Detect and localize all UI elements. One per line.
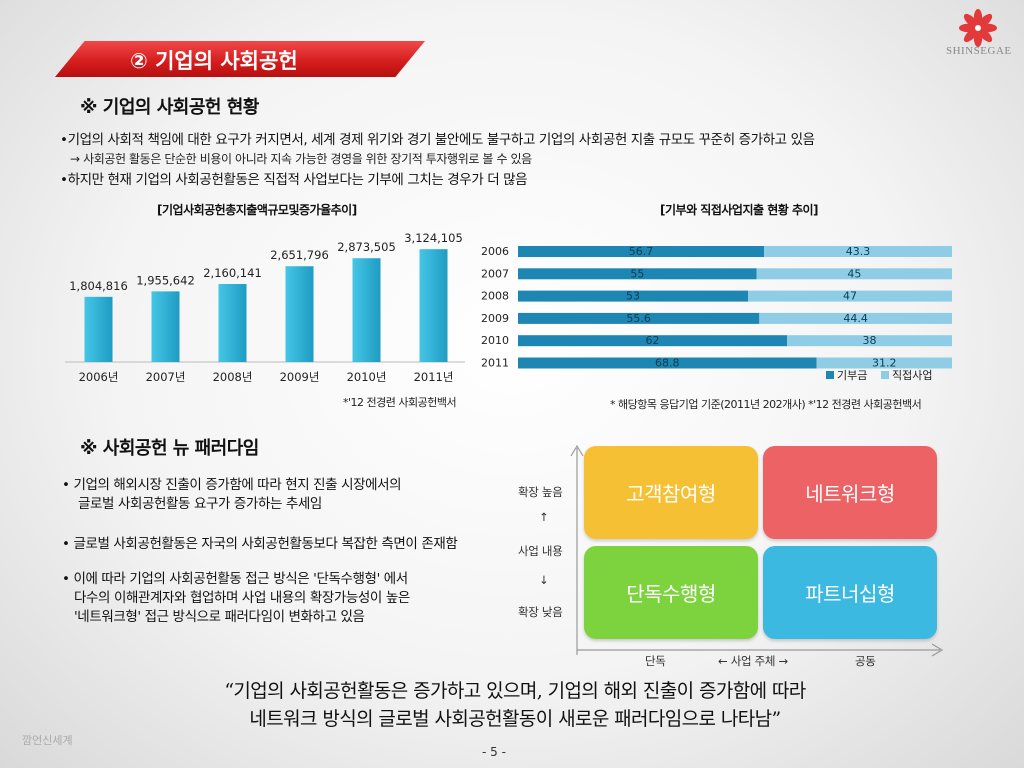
bullet-line: • 기업의 해외시장 진출이 증가함에 따라 현지 진출 시장에서의 <box>62 477 402 493</box>
bar-2010년 <box>352 258 381 362</box>
y-axis-title: 사업 내용 <box>518 544 563 558</box>
bar-value-label: 1,804,816 <box>69 279 128 293</box>
chart2-title: [기부와 직접사업지출 현황 추이] <box>660 203 819 217</box>
bar-segment-기부금 <box>518 357 817 369</box>
bar-segment-직접사업 <box>787 335 952 347</box>
category-label: 2006년 <box>79 370 119 384</box>
section1-bullet-1: •기업의 사회적 책임에 대한 요구가 커지면서, 세계 경제 위기와 경기 불… <box>60 132 815 148</box>
segment-value-label: 44.4 <box>843 312 868 325</box>
segment-value-label: 45 <box>847 267 861 280</box>
category-label: 2006 <box>481 245 509 258</box>
bar-value-label: 2,160,141 <box>203 266 262 280</box>
x-axis-left-label: 단독 <box>645 654 666 668</box>
bullet-line: 다수의 이해관계자와 협업하며 사업 내용의 확장가능성이 높은 <box>74 590 410 606</box>
title-banner <box>55 41 425 77</box>
spending-bar-chart: 1,804,816 2006년 1,955,642 2007년 2,160,141 200… <box>65 231 465 384</box>
bar-2007년 <box>151 291 180 362</box>
logo-text: SHINSEGAE <box>946 45 1012 57</box>
segment-value-label: 68.8 <box>655 357 680 370</box>
legend-swatch <box>881 371 889 379</box>
quote-line-1: “기업의 사회공헌활동은 증가하고 있으며, 기업의 해외 진출이 증가함에 따… <box>224 680 806 702</box>
bar-segment-직접사업 <box>748 290 952 302</box>
segment-value-label: 62 <box>646 334 660 347</box>
bullet-line: • 이에 따라 기업의 사회공헌활동 접근 방식은 '단독수행형' 에서 <box>62 571 408 587</box>
category-label: 2010 <box>481 334 509 347</box>
bar-2011년 <box>419 249 448 362</box>
quote-line-2: 네트워크 방식의 글로벌 사회공헌활동이 새로운 패러다임으로 나타남” <box>249 708 781 730</box>
y-axis-low-label: 확장 낮음 <box>518 605 563 619</box>
quadrant-network: 네트워크형 <box>763 446 937 539</box>
bar-value-label: 3,124,105 <box>404 231 463 245</box>
matrix-axes <box>570 444 944 657</box>
bar-segment-기부금 <box>518 290 749 302</box>
bar-segment-직접사업 <box>756 268 952 280</box>
segment-value-label: 47 <box>843 290 857 303</box>
section1-heading: ※ 기업의 사회공헌 현황 <box>80 97 259 118</box>
segment-value-label: 38 <box>863 334 877 347</box>
page-title: ② 기업의 사회공헌 <box>130 49 298 73</box>
category-label: 2011년 <box>414 370 454 384</box>
legend-label: 직접사업 <box>892 369 932 382</box>
segment-value-label: 55 <box>630 267 644 280</box>
category-label: 2011 <box>481 357 509 370</box>
section2-heading: ※ 사회공헌 뉴 패러다임 <box>80 438 259 459</box>
segment-value-label: 31.2 <box>872 357 897 370</box>
section1-bullet-2: •하지만 현재 기업의 사회공헌활동은 직접적 사업보다는 기부에 그치는 경우… <box>60 172 528 188</box>
quadrant-partnership: 파트너십형 <box>763 546 937 639</box>
section2-bullet-1: • 기업의 해외시장 진출이 증가함에 따라 현지 진출 시장에서의 글로벌 사… <box>62 476 402 514</box>
bar-segment-직접사업 <box>816 357 952 369</box>
bar-2009년 <box>285 266 314 362</box>
quadrant-solo: 단독수행형 <box>584 546 758 639</box>
section2-bullet-2: • 글로벌 사회공헌활동은 자국의 사회공헌활동보다 복잡한 측면이 존재함 <box>62 536 458 552</box>
category-label: 2007 <box>481 267 509 280</box>
up-arrow-icon: ↑ <box>539 510 549 524</box>
segment-value-label: 55.6 <box>626 312 651 325</box>
category-label: 2009 <box>481 312 509 325</box>
bar-2006년 <box>84 296 113 362</box>
legend-swatch <box>826 371 834 379</box>
legend-label: 기부금 <box>837 369 867 382</box>
category-label: 2009년 <box>280 370 320 384</box>
page-number: - 5 - <box>482 745 506 759</box>
footer-brand: 깜언신세계 <box>22 734 73 747</box>
x-axis-title: ← 사업 주체 → <box>718 654 788 668</box>
bar-segment-기부금 <box>518 312 760 324</box>
chart2-source: * 해당항목 응답기업 기준(2011년 202개사) *'12 전경련 사회공… <box>610 398 922 411</box>
x-axis-right-label: 공동 <box>855 654 876 668</box>
conclusion-quote: “기업의 사회공헌활동은 증가하고 있으며, 기업의 해외 진출이 증가함에 따… <box>110 677 920 733</box>
bar-value-label: 2,651,796 <box>270 248 329 262</box>
bar-segment-기부금 <box>518 246 765 257</box>
category-label: 2007년 <box>146 370 186 384</box>
chart1-title: [기업사회공헌총지출액규모및증가율추이] <box>157 203 357 217</box>
segment-value-label: 43.3 <box>846 245 871 258</box>
section1-sub-bullet: → 사회공헌 활동은 단순한 비용이 아니라 지속 가능한 경영을 위한 장기적… <box>70 152 532 166</box>
bar-segment-기부금 <box>518 268 757 280</box>
shinsegae-flower-logo-icon <box>959 9 997 47</box>
donation-direct-stacked-chart: 2006 56.7 43.3 2007 55 45 2008 53 47 2009 55.6 44.4… <box>481 245 952 382</box>
bullet-line: 글로벌 사회공헌활동 요구가 증가하는 추세임 <box>78 496 322 512</box>
segment-value-label: 56.7 <box>629 245 654 258</box>
segment-value-label: 53 <box>626 290 640 303</box>
bar-2008년 <box>218 283 247 362</box>
section2-bullet-3: • 이에 따라 기업의 사회공헌활동 접근 방식은 '단독수행형' 에서 다수의… <box>62 570 410 627</box>
category-label: 2008 <box>481 290 509 303</box>
bar-value-label: 2,873,505 <box>337 240 396 254</box>
quadrant-customer-participation: 고객참여형 <box>584 446 758 539</box>
bar-segment-기부금 <box>518 335 788 347</box>
bar-segment-직접사업 <box>759 312 952 324</box>
bullet-line: '네트워크형' 접근 방식으로 패러다임이 변화하고 있음 <box>74 609 365 625</box>
chart1-source: *'12 전경련 사회공헌백서 <box>343 396 457 409</box>
down-arrow-icon: ↓ <box>539 573 549 587</box>
y-axis-high-label: 확장 높음 <box>518 485 563 499</box>
category-label: 2010년 <box>347 370 387 384</box>
bar-value-label: 1,955,642 <box>136 273 195 287</box>
bar-segment-직접사업 <box>764 246 952 257</box>
category-label: 2008년 <box>213 370 253 384</box>
